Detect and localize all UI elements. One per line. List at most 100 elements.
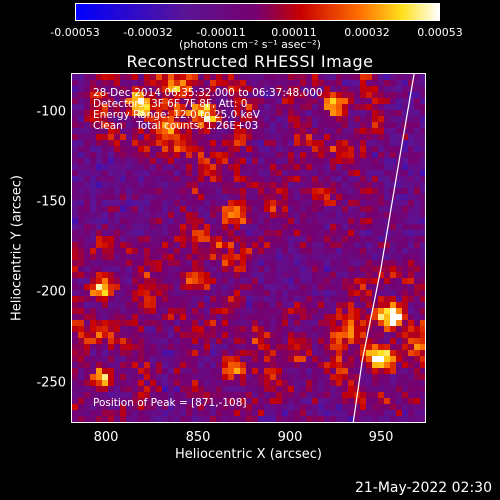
heatmap-cell — [354, 170, 360, 176]
heatmap-cell — [156, 344, 162, 350]
heatmap-cell — [402, 128, 408, 134]
heatmap-cell — [258, 332, 264, 338]
heatmap-cell — [246, 380, 252, 386]
heatmap-cell — [210, 380, 216, 386]
heatmap-cell — [330, 128, 336, 134]
heatmap-cell — [288, 98, 294, 104]
heatmap-cell — [366, 104, 372, 110]
heatmap-cell — [318, 386, 324, 392]
heatmap-cell — [300, 284, 306, 290]
heatmap-cell — [72, 356, 78, 362]
heatmap-cell — [324, 128, 330, 134]
heatmap-cell — [282, 116, 288, 122]
heatmap-cell — [306, 398, 312, 404]
heatmap-cell — [78, 254, 84, 260]
heatmap-cell — [372, 350, 378, 356]
heatmap-cell — [288, 134, 294, 140]
heatmap-cell — [150, 194, 156, 200]
heatmap-cell — [288, 92, 294, 98]
heatmap-cell — [72, 92, 78, 98]
heatmap-cell — [414, 236, 420, 242]
heatmap-cell — [168, 194, 174, 200]
heatmap-cell — [306, 122, 312, 128]
heatmap-cell — [126, 158, 132, 164]
heatmap-cell — [204, 212, 210, 218]
heatmap-cell — [312, 242, 318, 248]
heatmap-cell — [198, 338, 204, 344]
heatmap-cell — [360, 194, 366, 200]
heatmap-cell — [168, 176, 174, 182]
heatmap-cell — [360, 236, 366, 242]
heatmap-cell — [108, 278, 114, 284]
heatmap-cell — [354, 86, 360, 92]
heatmap-cell — [378, 350, 384, 356]
heatmap-cell — [90, 398, 96, 404]
heatmap-cell — [162, 248, 168, 254]
heatmap-cell — [120, 224, 126, 230]
heatmap-cell — [240, 74, 246, 80]
heatmap-cell — [306, 242, 312, 248]
heatmap-cell — [216, 176, 222, 182]
heatmap-cell — [336, 392, 342, 398]
heatmap-cell — [414, 404, 420, 410]
heatmap-cell — [402, 206, 408, 212]
heatmap-cell — [156, 350, 162, 356]
heatmap-cell — [360, 404, 366, 410]
heatmap-cell — [294, 254, 300, 260]
heatmap-cell — [360, 290, 366, 296]
heatmap-cell — [144, 386, 150, 392]
heatmap-cell — [372, 338, 378, 344]
heatmap-cell — [264, 296, 270, 302]
heatmap-cell — [330, 380, 336, 386]
heatmap-cell — [372, 284, 378, 290]
heatmap-cell — [420, 260, 425, 266]
heatmap-cell — [420, 284, 425, 290]
heatmap-cell — [210, 230, 216, 236]
heatmap-cell — [258, 296, 264, 302]
heatmap-cell — [168, 212, 174, 218]
plot-area — [71, 73, 426, 423]
heatmap-cell — [174, 98, 180, 104]
heatmap-cell — [306, 290, 312, 296]
heatmap-cell — [372, 218, 378, 224]
heatmap-cell — [312, 170, 318, 176]
heatmap-cell — [108, 296, 114, 302]
heatmap-cell — [192, 380, 198, 386]
heatmap-cell — [282, 266, 288, 272]
heatmap-cell — [330, 104, 336, 110]
heatmap-cell — [234, 122, 240, 128]
heatmap-cell — [246, 284, 252, 290]
heatmap-cell — [108, 158, 114, 164]
heatmap-cell — [162, 290, 168, 296]
heatmap-cell — [282, 410, 288, 416]
heatmap-cell — [324, 248, 330, 254]
heatmap-cell — [126, 284, 132, 290]
heatmap-cell — [180, 290, 186, 296]
heatmap-cell — [216, 92, 222, 98]
heatmap-cell — [324, 272, 330, 278]
heatmap-cell — [108, 110, 114, 116]
heatmap-cell — [408, 80, 414, 86]
heatmap-cell — [264, 368, 270, 374]
heatmap-cell — [72, 242, 78, 248]
heatmap-cell — [312, 218, 318, 224]
heatmap-cell — [384, 314, 390, 320]
heatmap-cell — [174, 386, 180, 392]
heatmap-cell — [102, 284, 108, 290]
heatmap-cell — [324, 92, 330, 98]
heatmap-cell — [336, 128, 342, 134]
heatmap-cell — [138, 272, 144, 278]
heatmap-cell — [372, 74, 378, 80]
heatmap-cell — [414, 374, 420, 380]
heatmap-cell — [96, 188, 102, 194]
heatmap-cell — [138, 344, 144, 350]
heatmap-cell — [228, 368, 234, 374]
heatmap-cell — [288, 320, 294, 326]
heatmap-cell — [372, 236, 378, 242]
heatmap-cell — [72, 398, 78, 404]
heatmap-cell — [132, 170, 138, 176]
heatmap-cell — [156, 332, 162, 338]
heatmap-cell — [198, 344, 204, 350]
heatmap-cell — [210, 116, 216, 122]
heatmap-cell — [96, 164, 102, 170]
